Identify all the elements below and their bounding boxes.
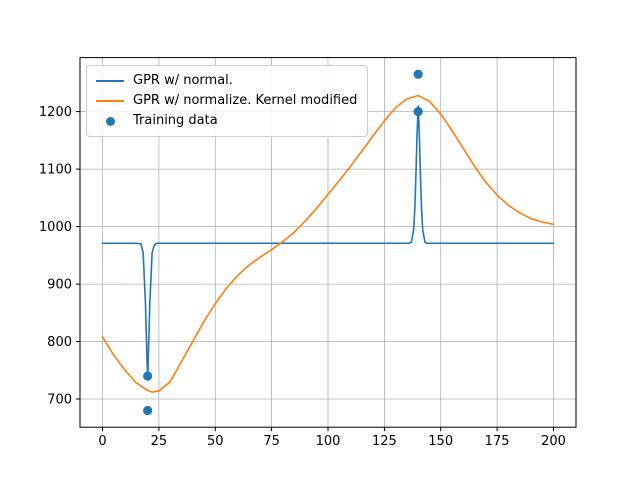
svg-text:1000: 1000 xyxy=(39,220,72,235)
legend-label-gpr-normal: GPR w/ normal. xyxy=(133,73,233,88)
svg-text:1100: 1100 xyxy=(39,163,72,178)
svg-text:175: 175 xyxy=(485,434,510,449)
svg-text:50: 50 xyxy=(207,434,224,449)
svg-text:100: 100 xyxy=(316,434,341,449)
svg-text:800: 800 xyxy=(47,335,72,350)
svg-text:900: 900 xyxy=(47,278,72,293)
legend-entry-training-data: Training data xyxy=(96,111,357,131)
svg-text:0: 0 xyxy=(98,434,106,449)
legend-label-training-data: Training data xyxy=(133,113,218,128)
line-swatch-icon xyxy=(96,100,124,102)
line-swatch-icon xyxy=(96,80,124,82)
svg-text:200: 200 xyxy=(541,434,566,449)
dot-swatch-icon xyxy=(96,116,124,126)
svg-text:1200: 1200 xyxy=(39,105,72,120)
legend: GPR w/ normal. GPR w/ normalize. Kernel … xyxy=(86,65,369,137)
svg-text:25: 25 xyxy=(151,434,168,449)
legend-label-gpr-normalize-kernel: GPR w/ normalize. Kernel modified xyxy=(133,93,358,108)
svg-text:150: 150 xyxy=(428,434,453,449)
svg-text:75: 75 xyxy=(263,434,280,449)
legend-entry-gpr-normalize-kernel: GPR w/ normalize. Kernel modified xyxy=(96,91,357,111)
legend-entry-gpr-normal: GPR w/ normal. xyxy=(96,71,357,91)
svg-text:700: 700 xyxy=(47,393,72,408)
svg-text:125: 125 xyxy=(372,434,397,449)
